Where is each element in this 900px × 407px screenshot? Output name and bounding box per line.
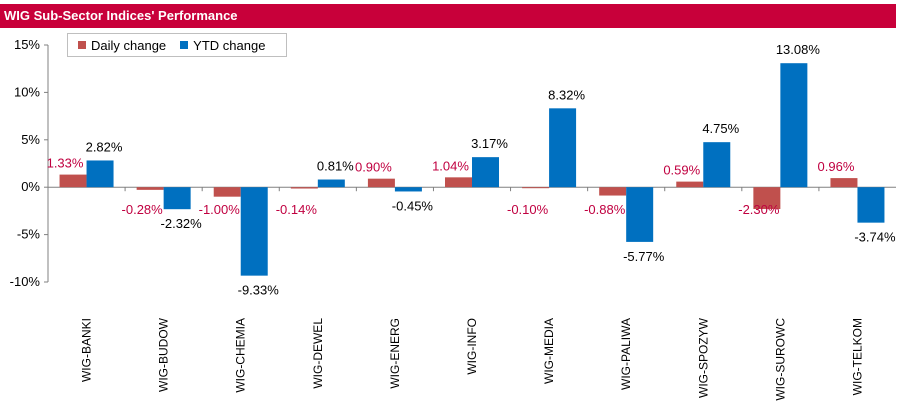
chart-title: WIG Sub-Sector Indices' Performance [4, 8, 238, 23]
data-label-daily: -0.88% [584, 202, 626, 217]
category-label: WIG-SUROWC [773, 318, 787, 401]
bar-ytd-change [703, 142, 731, 188]
bar-daily-change [753, 187, 781, 210]
data-label-daily: -0.14% [276, 202, 318, 217]
category-label: WIG-PALIWA [619, 318, 633, 390]
title-bar: WIG Sub-Sector Indices' Performance [0, 4, 896, 28]
y-tick-label: 10% [14, 84, 40, 99]
data-label-ytd: -2.32% [161, 216, 203, 231]
data-label-daily: 1.33% [47, 156, 84, 171]
bar-daily-change [445, 177, 472, 188]
bar-daily-change [676, 181, 704, 188]
data-label-daily: 1.04% [432, 158, 469, 173]
data-label-ytd: 8.32% [548, 87, 585, 102]
legend: Daily change YTD change [67, 33, 287, 57]
bar-daily-change [290, 187, 318, 189]
bar-daily-change [59, 174, 87, 188]
bar-daily-change [136, 187, 164, 190]
bar-ytd-change [780, 63, 808, 188]
y-tick-label: -10% [10, 274, 41, 289]
bar-daily-change [830, 178, 858, 188]
data-label-daily: -1.00% [199, 202, 241, 217]
legend-item-ytd: YTD change [180, 38, 265, 53]
bar-ytd-change [626, 187, 654, 242]
data-label-ytd: -0.45% [392, 198, 434, 213]
data-label-daily: -2.30% [738, 202, 780, 217]
bar-daily-change [213, 187, 241, 197]
legend-swatch-daily [78, 41, 86, 49]
category-label: WIG-CHEMIA [234, 318, 248, 393]
category-label: WIG-MEDIA [542, 318, 556, 384]
bar-ytd-change [857, 187, 885, 223]
data-label-ytd: 2.82% [86, 139, 123, 154]
data-label-ytd: 4.75% [702, 121, 739, 136]
y-tick-label: 0% [21, 179, 40, 194]
legend-swatch-ytd [180, 41, 189, 49]
bar-daily-change [367, 178, 395, 188]
data-label-ytd: 13.08% [776, 42, 821, 57]
data-label-ytd: 0.81% [317, 159, 354, 174]
data-label-ytd: 3.17% [471, 136, 508, 151]
legend-label-daily: Daily change [91, 37, 167, 53]
bar-ytd-change [163, 187, 191, 210]
category-label: WIG-BUDOW [157, 317, 171, 392]
y-tick-label: 5% [21, 132, 40, 147]
bar-daily-change [522, 187, 550, 189]
data-label-daily: -0.10% [507, 202, 549, 217]
bar-ytd-change [394, 187, 422, 192]
data-label-ytd: -3.74% [854, 230, 896, 245]
category-label: WIG-DEWEL [311, 318, 325, 389]
legend-item-daily: Daily change [78, 38, 166, 53]
data-label-ytd: -9.33% [238, 283, 280, 298]
category-label: WIG-ENERG [388, 318, 402, 389]
category-label: WIG-INFO [465, 318, 479, 375]
category-label: WIG-TELKOM [850, 318, 864, 395]
bar-ytd-change [86, 160, 114, 188]
bar-ytd-change [317, 179, 345, 188]
data-label-ytd: -5.77% [623, 249, 665, 264]
legend-label-ytd: YTD change [193, 37, 266, 53]
data-label-daily: 0.96% [818, 159, 855, 174]
data-label-daily: -0.28% [122, 202, 164, 217]
category-label: WIG-SPOZYW [696, 317, 710, 398]
bar-ytd-change [549, 108, 577, 188]
bar-daily-change [599, 187, 627, 196]
category-label: WIG-BANKI [80, 318, 94, 382]
y-tick-label: 15% [14, 37, 40, 52]
bar-ytd-change [472, 157, 499, 188]
data-label-daily: 0.90% [355, 160, 392, 175]
y-tick-label: -5% [17, 227, 41, 242]
data-label-daily: 0.59% [663, 163, 700, 178]
bar-ytd-change [240, 187, 268, 276]
